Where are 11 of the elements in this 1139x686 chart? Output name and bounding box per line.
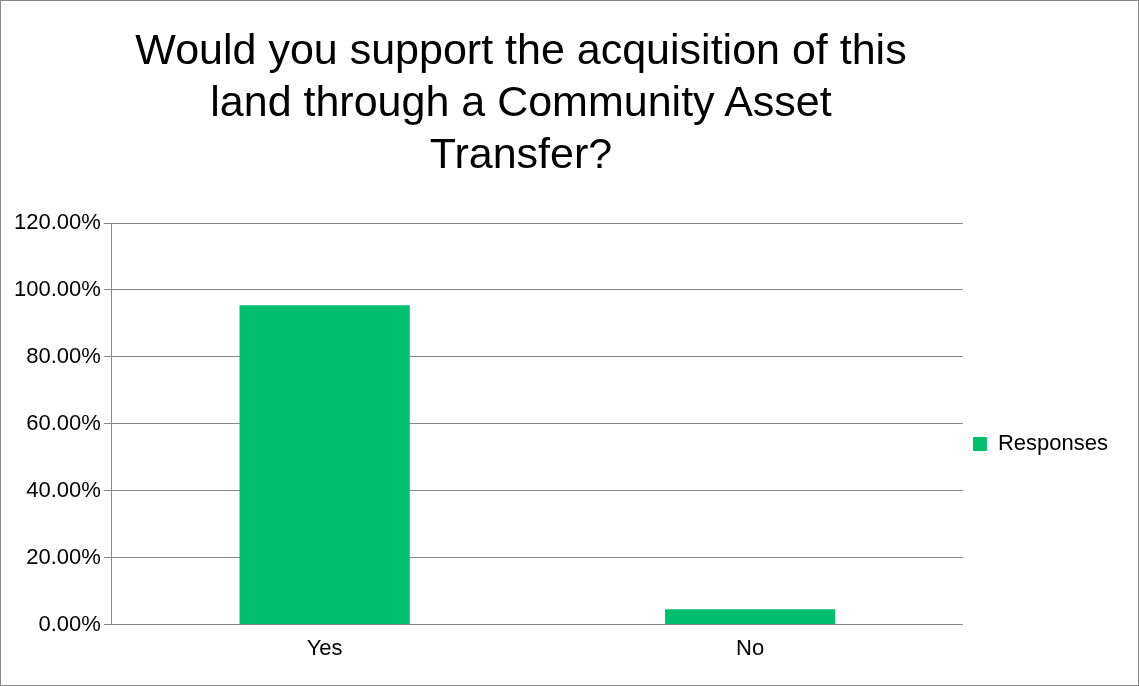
y-tick-label: 20.00% (26, 543, 101, 569)
y-tick-label: 100.00% (13, 276, 101, 301)
y-tick-label: 80.00% (26, 342, 101, 368)
legend-label: Responses (997, 430, 1109, 456)
y-tick-label: 40.00% (26, 476, 101, 502)
x-tick-label: No (736, 634, 765, 660)
y-tick-label: 120.00% (13, 209, 101, 235)
chart-title: Would you support the acquisition of this land through a Community Asset Transfer? (134, 24, 908, 179)
y-tick-label: 60.00% (26, 409, 101, 435)
y-tick-label: 0.00% (38, 610, 101, 636)
x-tick-label: Yes (306, 634, 343, 660)
